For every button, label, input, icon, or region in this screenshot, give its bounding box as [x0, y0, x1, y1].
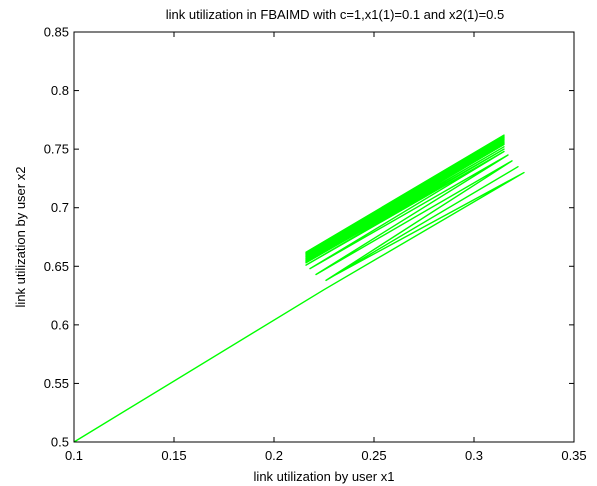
- y-axis-label: link utilization by user x2: [13, 167, 28, 308]
- y-tick-label: 0.6: [51, 317, 69, 332]
- series-group: [73, 134, 525, 443]
- x-tick-label: 0.25: [361, 448, 386, 463]
- y-tick-label: 0.55: [44, 376, 69, 391]
- plot-frame: [73, 31, 575, 443]
- x-tick-label: 0.35: [561, 448, 586, 463]
- y-axis: 0.5 0.55 0.6 0.65 0.7 0.75 0.8 0.85: [44, 25, 574, 450]
- plot-area: [74, 32, 574, 442]
- series-line-0: [73, 134, 525, 443]
- y-tick-label: 0.65: [44, 259, 69, 274]
- y-tick-label: 0.7: [51, 200, 69, 215]
- x-tick-label: 0.2: [265, 448, 283, 463]
- chart-title: link utilization in FBAIMD with c=1,x1(1…: [166, 7, 505, 22]
- x-tick-label: 0.1: [65, 448, 83, 463]
- y-tick-label: 0.5: [51, 435, 69, 450]
- x-tick-label: 0.15: [161, 448, 186, 463]
- x-axis-label: link utilization by user x1: [254, 469, 395, 484]
- x-tick-label: 0.3: [465, 448, 483, 463]
- y-tick-label: 0.85: [44, 25, 69, 40]
- y-tick-label: 0.75: [44, 142, 69, 157]
- y-tick-label: 0.8: [51, 83, 69, 98]
- x-axis: 0.1 0.15 0.2 0.25 0.3 0.35: [65, 32, 587, 463]
